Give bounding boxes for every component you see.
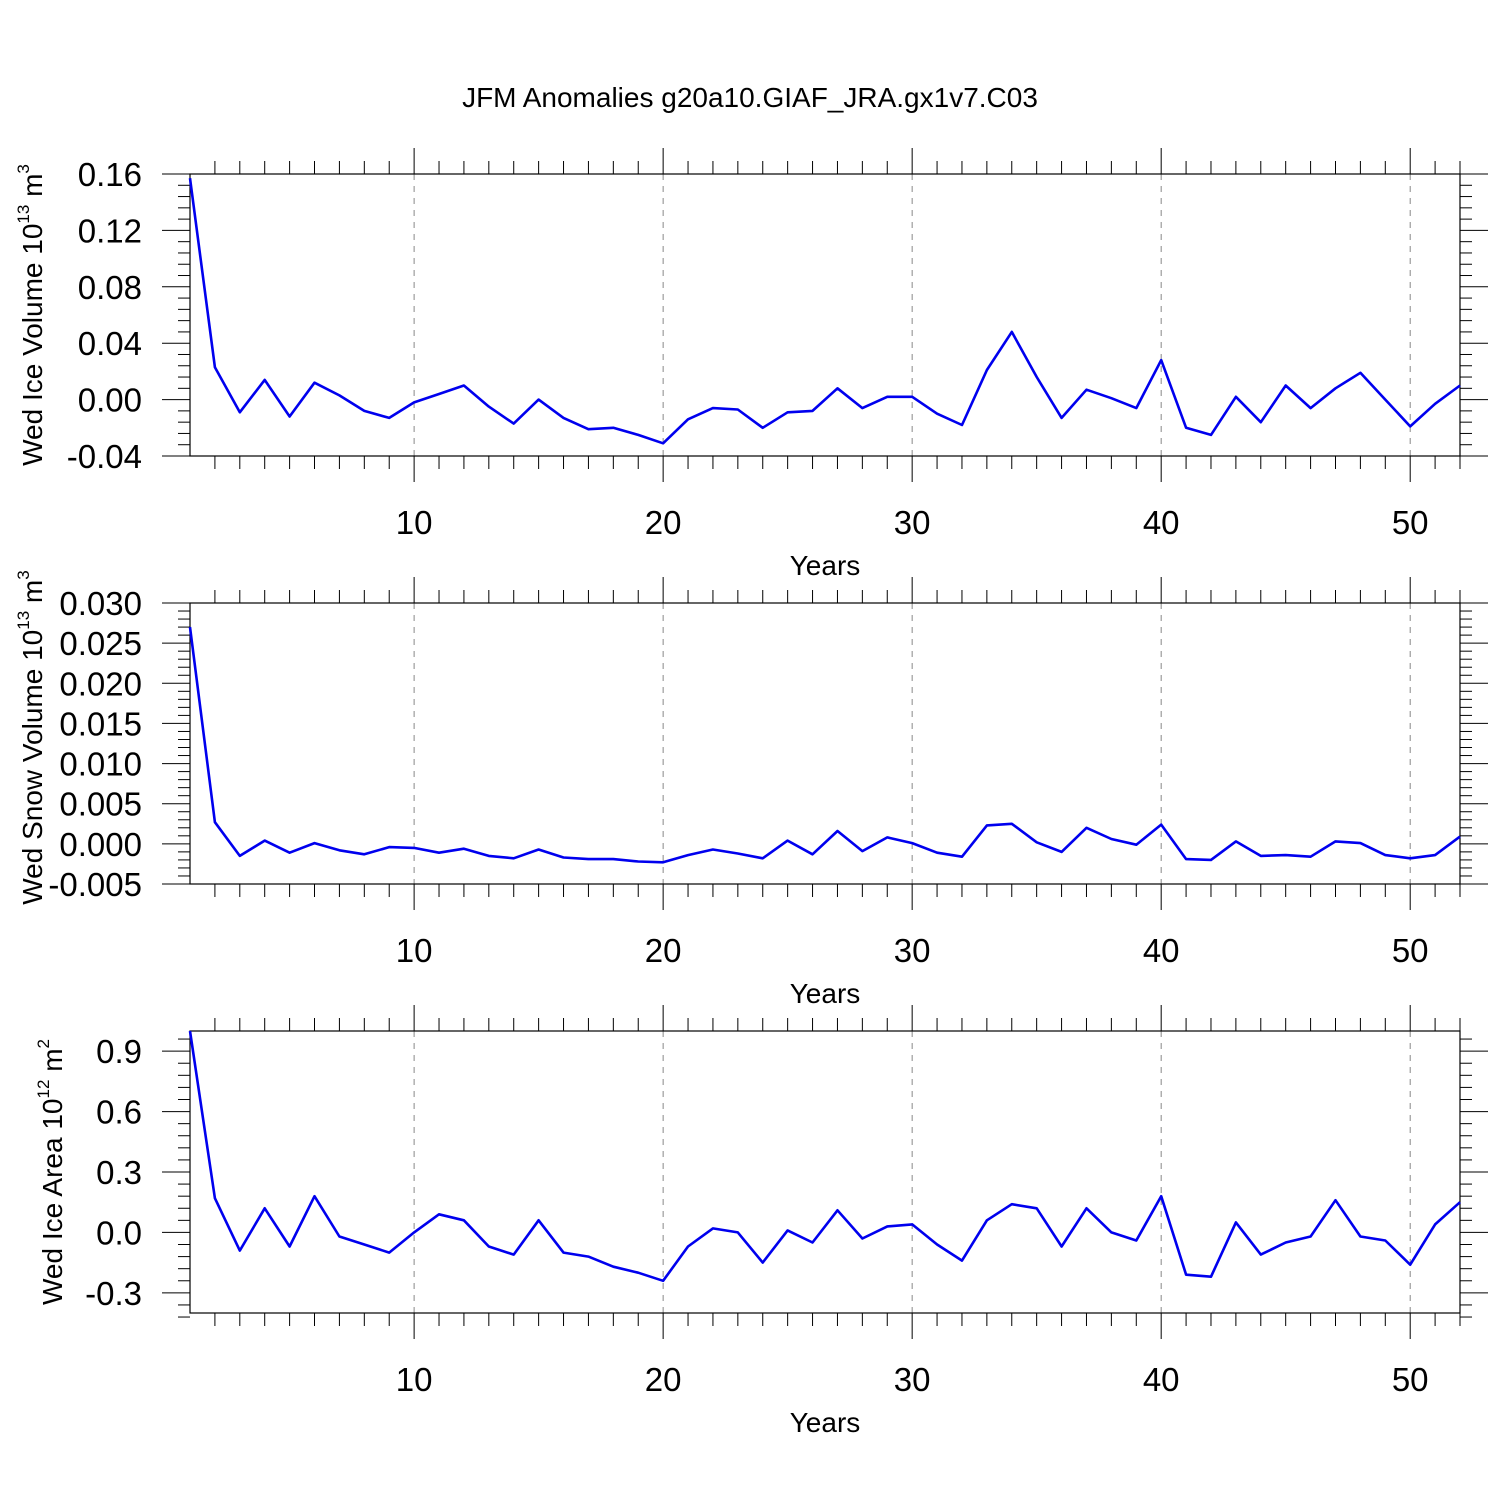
series-line [188,1030,1461,1283]
x-axis-label: Years [790,1407,861,1438]
y-tick-label: 0.00 [78,382,142,419]
y-tick-label: -0.005 [48,866,142,903]
y-tick-label: 0.025 [59,625,142,662]
y-axis-label-unit-exponent: 3 [14,164,33,173]
y-tick-label: 0.16 [78,156,142,193]
plot-frame [189,173,1461,457]
y-axis-label-exponent: 12 [34,1080,53,1099]
y-tick-label: 0.0 [96,1214,142,1251]
x-tick-label: 10 [396,1361,433,1398]
y-tick-label: 0.000 [59,826,142,863]
y-tick-label: 0.010 [59,746,142,783]
chart-title: JFM Anomalies g20a10.GIAF_JRA.gx1v7.C03 [462,82,1038,113]
x-tick-label: 20 [645,932,682,969]
chart-panel-1: 10 20 30 40 50 Years -0.04 0.00 0.04 0.08 0.12 0.16… [14,148,1488,581]
y-axis-label-text: Wed Ice Volume 10 [17,224,48,466]
y-axis-label-unit: m [17,580,48,611]
plot-frame [189,602,1461,885]
y-axis-label-text: Wed Ice Area 10 [37,1099,68,1306]
x-tick-label: 50 [1392,1361,1429,1398]
series-line [188,178,1461,445]
x-axis-label: Years [790,550,861,581]
y-tick-label: 0.9 [96,1033,142,1070]
x-tick-label: 40 [1143,932,1180,969]
y-axis-label-unit: m [17,174,48,205]
y-tick-label: -0.04 [67,438,142,475]
y-tick-label: 0.12 [78,212,142,249]
y-axis-label-exponent: 13 [14,205,33,224]
y-tick-label: 0.6 [96,1094,142,1131]
y-tick-label: 0.3 [96,1154,142,1191]
series-line [188,626,1461,864]
y-axis-label-text: Wed Snow Volume 10 [17,630,48,905]
y-tick-label: 0.015 [59,705,142,742]
x-tick-label: 20 [645,504,682,541]
x-tick-label: 30 [894,504,931,541]
y-axis-label: Wed Ice Area 1012 m2 [34,1039,68,1305]
x-tick-label: 40 [1143,1361,1180,1398]
y-axis-label-unit-exponent: 2 [34,1039,53,1048]
y-axis-label-exponent: 13 [14,611,33,630]
x-tick-label: 30 [894,932,931,969]
x-tick-label: 50 [1392,932,1429,969]
x-tick-label: 40 [1143,504,1180,541]
y-tick-label: 0.04 [78,325,142,362]
x-tick-label: 30 [894,1361,931,1398]
x-tick-label: 10 [396,504,433,541]
x-tick-label: 20 [645,1361,682,1398]
x-axis-label: Years [790,978,861,1009]
chart-panel-3: 10 20 30 40 50 Years -0.3 0.0 0.3 0.6 0.9 Wed Ice A… [34,1005,1488,1438]
x-tick-label: 10 [396,932,433,969]
y-tick-label: 0.005 [59,786,142,823]
y-axis-label-unit-exponent: 3 [14,570,33,579]
y-tick-label: -0.3 [85,1275,142,1312]
y-tick-label: 0.020 [59,665,142,702]
x-tick-label: 50 [1392,504,1429,541]
y-axis-label-unit: m [37,1048,68,1079]
y-tick-label: 0.030 [59,585,142,622]
y-axis-label: Wed Ice Volume 1013 m3 [14,164,48,466]
plot-frame [189,1030,1461,1314]
y-axis-label: Wed Snow Volume 1013 m3 [14,570,48,904]
y-tick-label: 0.08 [78,269,142,306]
